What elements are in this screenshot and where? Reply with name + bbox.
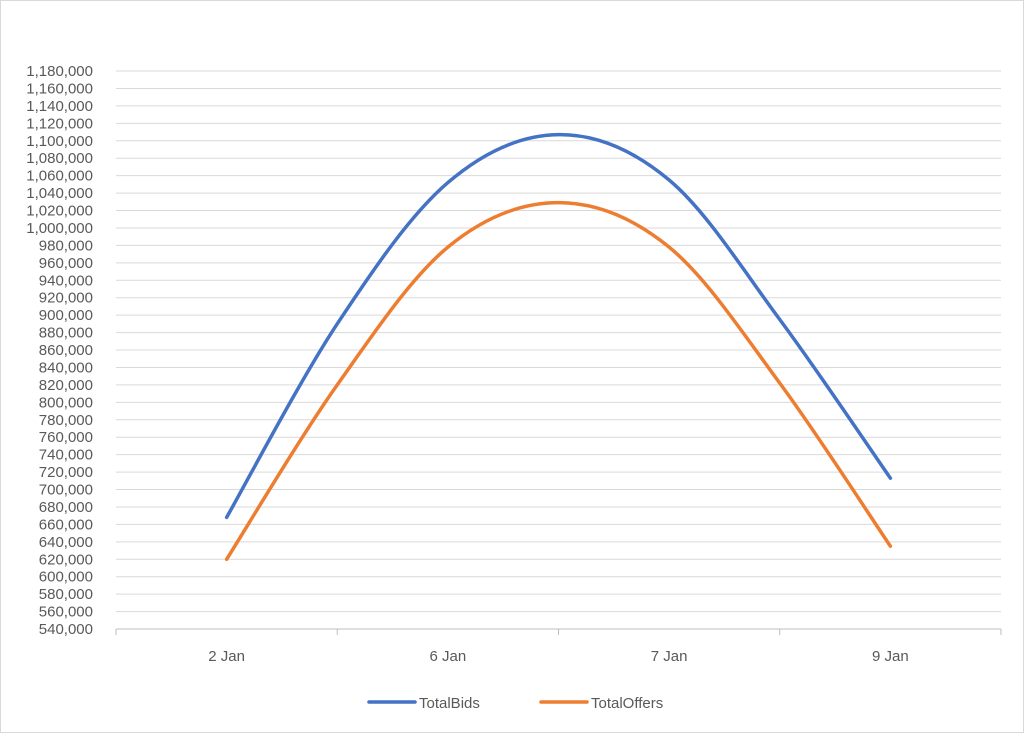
y-tick-label: 660,000: [39, 516, 93, 533]
x-tick-label: 9 Jan: [872, 648, 909, 665]
y-tick-label: 780,000: [39, 412, 93, 429]
y-tick-label: 540,000: [39, 621, 93, 638]
y-tick-label: 820,000: [39, 377, 93, 394]
series-lines: [224, 132, 893, 561]
y-axis-tick-labels: 540,000560,000580,000600,000620,000640,0…: [26, 63, 93, 638]
y-tick-label: 1,040,000: [26, 185, 93, 202]
y-tick-label: 920,000: [39, 290, 93, 307]
legend: TotalBids TotalOffers: [367, 695, 663, 712]
y-tick-label: 620,000: [39, 551, 93, 568]
y-tick-label: 600,000: [39, 569, 93, 586]
y-tick-label: 840,000: [39, 359, 93, 376]
y-tick-label: 1,100,000: [26, 133, 93, 150]
y-tick-label: 880,000: [39, 325, 93, 342]
y-tick-label: 580,000: [39, 586, 93, 603]
y-tick-label: 900,000: [39, 307, 93, 324]
y-tick-label: 760,000: [39, 429, 93, 446]
x-tick-label: 6 Jan: [430, 648, 467, 665]
y-tick-label: 700,000: [39, 482, 93, 499]
series-line-totalbids: [224, 132, 893, 520]
y-tick-label: 1,000,000: [26, 220, 93, 237]
y-tick-label: 1,120,000: [26, 115, 93, 132]
series-line-totaloffers: [224, 200, 893, 561]
y-tick-label: 800,000: [39, 394, 93, 411]
y-tick-label: 680,000: [39, 499, 93, 516]
y-tick-label: 740,000: [39, 447, 93, 464]
y-tick-label: 1,160,000: [26, 80, 93, 97]
y-tick-label: 940,000: [39, 272, 93, 289]
y-tick-label: 1,020,000: [26, 203, 93, 220]
x-tick-label: 2 Jan: [208, 648, 245, 665]
y-tick-label: 1,180,000: [26, 63, 93, 80]
y-tick-label: 640,000: [39, 534, 93, 551]
y-tick-label: 1,060,000: [26, 168, 93, 185]
x-axis: 2 Jan 6 Jan 7 Jan 9 Jan: [115, 628, 1002, 665]
legend-label: TotalOffers: [591, 695, 663, 712]
y-tick-label: 960,000: [39, 255, 93, 272]
y-tick-label: 1,080,000: [26, 150, 93, 167]
y-tick-label: 560,000: [39, 604, 93, 621]
y-tick-label: 860,000: [39, 342, 93, 359]
y-tick-label: 1,140,000: [26, 98, 93, 115]
y-tick-label: 720,000: [39, 464, 93, 481]
legend-label: TotalBids: [419, 695, 480, 712]
y-tick-label: 980,000: [39, 237, 93, 254]
gridlines: [116, 70, 1001, 613]
x-tick-label: 7 Jan: [651, 648, 688, 665]
